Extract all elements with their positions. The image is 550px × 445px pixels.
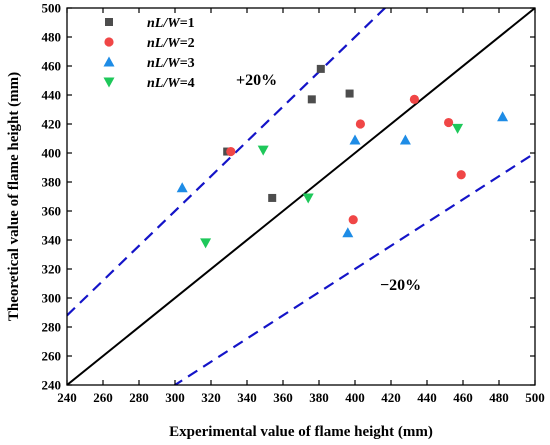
legend: nL/W=1 nL/W=2 nL/W=3 nL/W=4: [103, 16, 195, 91]
x-tick-label-280: 280: [129, 390, 149, 405]
x-tick-label-320: 320: [201, 390, 221, 405]
data-points: [176, 64, 509, 249]
y-tick-label-440: 440: [42, 88, 62, 103]
y-tick-label-420: 420: [42, 117, 62, 132]
reference-line-20: [172, 152, 535, 385]
legend-marker-2: [104, 37, 114, 47]
reference-lines: [67, 8, 535, 385]
data-point-s3-1: [176, 182, 188, 193]
y-tick-label-400: 400: [42, 146, 62, 161]
y-tick-label-460: 460: [42, 59, 62, 74]
x-tick-label-480: 480: [489, 390, 509, 405]
data-point-s2-6: [456, 170, 466, 180]
y-tick-label-300: 300: [42, 291, 62, 306]
data-point-s4-2: [257, 145, 269, 156]
data-point-s2-3: [355, 119, 365, 129]
annotation-minus-20: −20%: [380, 277, 421, 294]
data-point-s2-4: [409, 94, 419, 104]
y-tick-label-320: 320: [42, 262, 62, 277]
data-point-s4-3: [302, 193, 314, 204]
data-point-s1-4: [316, 64, 325, 73]
y-tick-label-240: 240: [42, 378, 62, 393]
y-tick-label-480: 480: [42, 30, 62, 45]
data-point-s1-5: [345, 89, 354, 98]
x-tick-label-260: 260: [93, 390, 113, 405]
x-tick-label-460: 460: [453, 390, 473, 405]
legend-label-4: nL/W=4: [147, 76, 195, 91]
x-tick-label-500: 500: [525, 390, 545, 405]
y-tick-label-380: 380: [42, 175, 62, 190]
y-tick-label-500: 500: [42, 1, 62, 16]
legend-label-2: nL/W=2: [147, 36, 195, 51]
legend-marker-4: [103, 77, 115, 88]
legend-marker-3: [103, 56, 115, 67]
data-point-s2-5: [444, 117, 454, 128]
data-point-s3-5: [497, 111, 509, 122]
y-tick-label-260: 260: [42, 349, 62, 364]
data-point-s3-2: [342, 227, 354, 238]
reference-line-20: [67, 8, 387, 317]
legend-marker-1: [105, 18, 113, 26]
plot-frame: [66, 7, 536, 386]
x-tick-label-380: 380: [309, 390, 329, 405]
y-tick-label-280: 280: [42, 320, 62, 335]
data-point-s2-2: [348, 215, 358, 225]
x-tick-label-360: 360: [273, 390, 293, 405]
annotation-plus-20: +20%: [236, 72, 277, 89]
data-point-s1-2: [268, 193, 277, 202]
x-axis-label: Experimental value of flame height (mm): [169, 424, 433, 440]
legend-label-3: nL/W=3: [147, 56, 195, 71]
data-point-s4-4: [452, 123, 464, 134]
x-tick-label-240: 240: [57, 390, 77, 405]
x-tick-label-300: 300: [165, 390, 185, 405]
y-tick-label-360: 360: [42, 204, 62, 219]
data-point-s3-4: [399, 134, 411, 145]
data-point-s1-3: [307, 95, 316, 104]
x-tick-label-340: 340: [237, 390, 257, 405]
x-tick-label-400: 400: [345, 390, 365, 405]
y-tick-label-340: 340: [42, 233, 62, 248]
reference-line-y-x: [67, 8, 535, 385]
legend-label-1: nL/W=1: [147, 16, 195, 31]
x-tick-label-420: 420: [381, 390, 401, 405]
data-point-s3-3: [349, 134, 361, 145]
axis-ticks: 240 260 280 300 320 340 360 380 400 420 440 460 480 5…: [42, 1, 545, 406]
data-point-s2-1: [226, 146, 236, 157]
x-tick-label-440: 440: [417, 390, 437, 405]
data-point-s4-1: [200, 238, 212, 249]
y-axis-label: Theoretical value of flame height (mm): [6, 72, 22, 321]
